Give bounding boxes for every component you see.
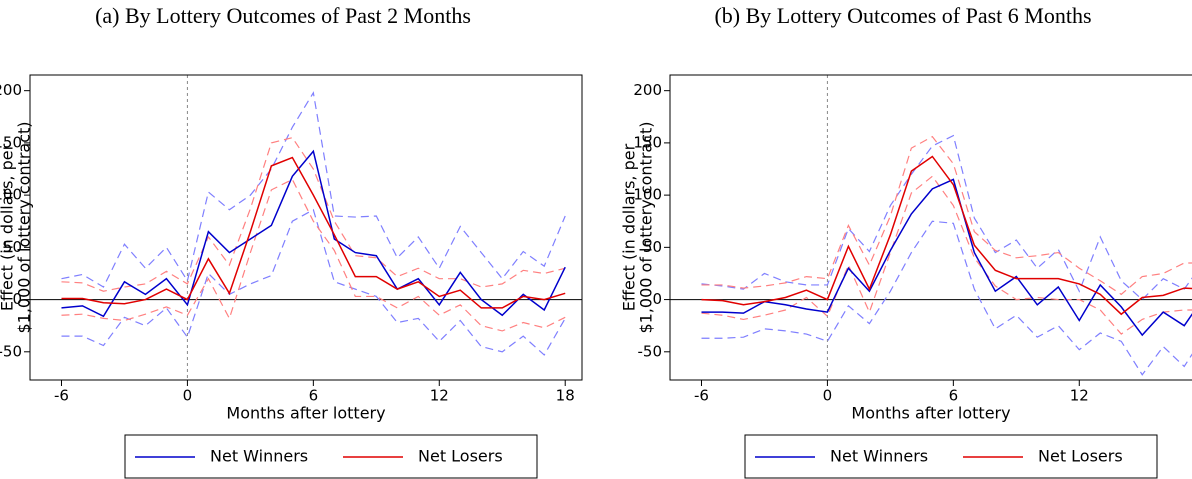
series-line [701,178,1192,337]
y-axis-label: Effect (in dollars, per [0,143,17,311]
y-axis-label: $1,000 of lottery contract) [15,121,34,333]
y-tick-label: 50 [643,238,662,256]
x-tick-label: 12 [430,387,449,405]
ci-lower-line [701,175,1192,335]
legend-box [124,434,538,479]
y-tick-label: 0 [652,290,662,308]
y-tick-label: -50 [638,342,663,360]
plot-frame [29,74,583,381]
y-tick-label: 100 [0,186,22,204]
ci-lower-line [61,208,566,356]
y-tick-label: 100 [633,186,662,204]
x-tick-label: 18 [556,387,575,405]
y-axis-label: Effect (in dollars, per [620,143,639,311]
legend-label: Net Winners [830,447,928,466]
x-tick-label: 0 [823,387,833,405]
ci-upper-line [701,134,1192,301]
x-tick-label: 12 [1070,387,1089,405]
legend-label: Net Winners [210,447,308,466]
x-tick-label: -6 [54,387,69,405]
ci-upper-line [701,135,1192,296]
ci-lower-line [61,178,566,332]
y-tick-label: 50 [3,238,22,256]
series-line [701,155,1192,316]
series-line [61,149,566,318]
y-axis-label: $1,000 of lottery contract) [637,121,656,333]
x-tick-label: -6 [694,387,709,405]
x-tick-label: 0 [183,387,193,405]
panel-title: (b) By Lottery Outcomes of Past 6 Months [714,3,1091,28]
x-tick-label: 6 [309,387,319,405]
ci-lower-line [701,220,1192,376]
ci-upper-line [61,136,566,292]
y-tick-label: -50 [0,342,22,360]
legend-label: Net Losers [1038,447,1123,466]
ci-upper-line [61,91,566,288]
y-tick-label: 200 [633,81,662,99]
x-axis-label: Months after lottery [851,404,1010,423]
panel-title: (a) By Lottery Outcomes of Past 2 Months [95,3,471,28]
y-tick-label: 150 [0,133,22,151]
x-tick-label: 6 [949,387,959,405]
legend-label: Net Losers [418,447,503,466]
x-axis-label: Months after lottery [226,404,385,423]
legend-box [744,434,1158,479]
y-tick-label: 0 [12,290,22,308]
y-tick-label: 150 [633,133,662,151]
y-tick-label: 200 [0,81,22,99]
plot-frame [669,74,1192,381]
series-line [61,156,566,309]
